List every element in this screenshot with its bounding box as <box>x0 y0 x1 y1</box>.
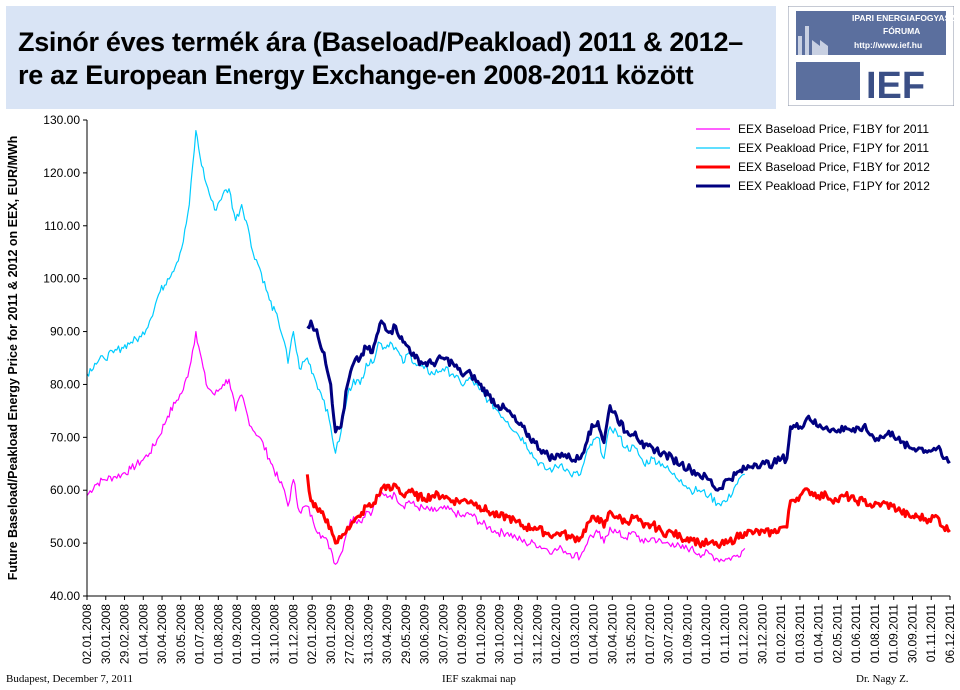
x-tick-label: 01.11.2011 <box>924 604 938 663</box>
x-axis: 02.01.2008 30.01.2008 29.02.2008 01.04.2008… <box>80 595 957 664</box>
x-tick-label: 30.09.2011 <box>905 604 919 663</box>
x-tick-label: 01.08.2008 <box>211 604 225 664</box>
x-tick-label: 30.04.2008 <box>155 604 169 664</box>
x-tick-label: 01.04.2008 <box>136 604 150 664</box>
chart: 40.00 50.00 60.00 70.00 80.00 90.00 100.00 110.… <box>6 113 957 664</box>
y-tick-label: 40.00 <box>50 589 80 603</box>
x-tick-label: 29.05.2009 <box>399 604 413 664</box>
x-tick-label: 31.10.2008 <box>268 604 282 664</box>
y-tick-label: 130.00 <box>43 113 80 127</box>
y-tick-label: 100.00 <box>43 272 80 286</box>
x-tick-label: 01.06.2011 <box>849 604 863 663</box>
x-tick-label: 01.12.2010 <box>737 604 751 664</box>
footer-author: Dr. Nagy Z. <box>856 673 909 685</box>
legend-label-1: EEX Baseload Price, F1BY for 2011 <box>738 122 929 136</box>
x-tick-label: 29.02.2008 <box>118 604 132 664</box>
legend-label-2: EEX Peakload Price, F1PY for 2011 <box>738 141 929 155</box>
y-tick-label: 80.00 <box>50 377 80 391</box>
legend-label-3: EEX Baseload Price, F1BY for 2012 <box>738 160 930 174</box>
x-tick-label: 01.02.2011 <box>774 604 788 663</box>
x-tick-label: 01.07.2010 <box>643 604 657 664</box>
x-tick-label: 30.01.2008 <box>99 604 113 664</box>
x-tick-label: 27.02.2009 <box>343 604 357 664</box>
x-tick-label: 06.12.2011 <box>943 604 957 663</box>
x-tick-label: 01.04.2011 <box>812 604 826 663</box>
series-line-4 <box>306 319 951 492</box>
x-tick-label: 30.06.2009 <box>418 604 432 664</box>
y-tick-label: 120.00 <box>43 166 80 180</box>
x-tick-label: 31.03.2009 <box>361 604 375 664</box>
logo-mark: IEF <box>866 65 925 106</box>
x-tick-label: 30.05.2008 <box>174 604 188 664</box>
x-tick-label: 01.09.2009 <box>455 604 469 664</box>
logo-org-line1: IPARI ENERGIAFOGYASZTÓK <box>852 12 954 23</box>
x-tick-label: 01.08.2011 <box>868 604 882 663</box>
x-tick-label: 30.07.2009 <box>436 604 450 664</box>
x-tick-label: 31.12.2009 <box>530 604 544 664</box>
x-tick-label: 01.09.2008 <box>230 604 244 664</box>
y-axis: 40.00 50.00 60.00 70.00 80.00 90.00 100.00 110.… <box>43 113 88 603</box>
logo-url: http://www.ief.hu <box>854 40 922 50</box>
x-tick-label: 30.01.2009 <box>324 604 338 664</box>
x-tick-label: 30.07.2010 <box>662 604 676 664</box>
x-tick-label: 01.09.2011 <box>887 604 901 663</box>
title-band <box>6 6 776 109</box>
ief-logo: IPARI ENERGIAFOGYASZTÓK FÓRUMA http://ww… <box>788 6 954 106</box>
y-tick-label: 110.00 <box>44 219 80 233</box>
series-line-2 <box>86 130 745 507</box>
legend: EEX Baseload Price, F1BY for 2011 EEX Pea… <box>696 122 930 193</box>
x-tick-label: 01.02.2010 <box>549 604 563 664</box>
chart-title-line-1: Zsinór éves termék ára (Baseload/Peakloa… <box>18 27 743 57</box>
x-tick-label: 01.10.2009 <box>474 604 488 664</box>
y-tick-label: 50.00 <box>50 536 80 550</box>
series-line-1 <box>86 331 746 565</box>
x-tick-label: 01.04.2010 <box>587 604 601 664</box>
x-tick-label: 02.05.2011 <box>830 604 844 663</box>
series-line-3 <box>305 474 951 549</box>
x-tick-label: 01.03.2011 <box>793 604 807 663</box>
x-tick-label: 01.03.2010 <box>568 604 582 664</box>
x-tick-label: 01.11.2010 <box>718 604 732 663</box>
x-tick-label: 30.04.2009 <box>380 604 394 664</box>
x-tick-label: 01.09.2010 <box>680 604 694 664</box>
footer-location-date: Budapest, December 7, 2011 <box>6 673 133 685</box>
y-tick-label: 60.00 <box>50 483 80 497</box>
x-tick-label: 01.12.2009 <box>512 604 526 664</box>
y-axis-label: Future Baseload/Peakload Energy Price fo… <box>6 136 20 581</box>
x-tick-label: 30.12.2010 <box>755 604 769 664</box>
x-tick-label: 01.12.2008 <box>286 604 300 664</box>
legend-label-4: EEX Peakload Price, F1PY for 2012 <box>738 179 930 193</box>
chart-title-line-2: re az European Energy Exchange-en 2008-2… <box>18 60 694 90</box>
y-tick-label: 70.00 <box>50 430 80 444</box>
x-tick-label: 01.10.2010 <box>699 604 713 664</box>
logo-org-line2: FÓRUMA <box>883 25 920 36</box>
y-tick-label: 90.00 <box>50 325 80 339</box>
footer-event: IEF szakmai nap <box>442 673 516 685</box>
x-tick-label: 30.04.2010 <box>605 604 619 664</box>
plot-area <box>86 130 951 565</box>
x-tick-label: 30.10.2009 <box>493 604 507 664</box>
x-tick-label: 01.07.2008 <box>193 604 207 664</box>
x-tick-label: 02.01.2009 <box>305 604 319 664</box>
x-tick-label: 01.10.2008 <box>249 604 263 664</box>
x-tick-label: 31.05.2010 <box>624 604 638 664</box>
x-tick-label: 02.01.2008 <box>80 604 94 664</box>
